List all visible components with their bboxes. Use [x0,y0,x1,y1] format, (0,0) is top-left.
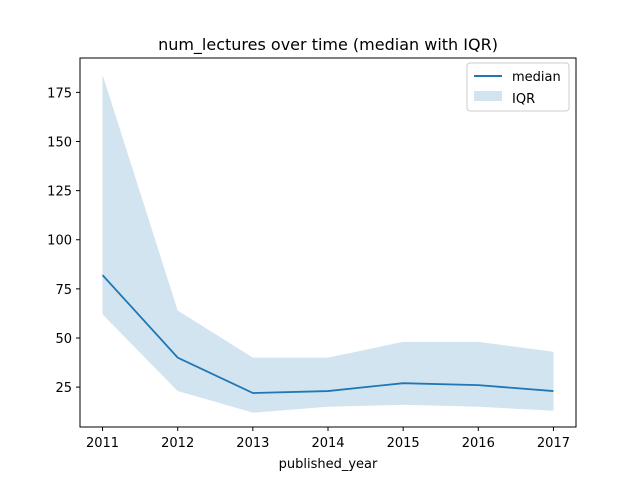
series-line-median [101,274,554,394]
x-axis-label: published_year [279,457,378,472]
legend-median-label: median [512,70,561,85]
x-tick-label-2015: 2015 [387,436,420,451]
y-tick-label-25: 25 [55,381,72,396]
x-tick-label-2013: 2013 [236,436,269,451]
plot-area: 2011 2012 2013 2014 2015 2016 2017 25 50 75 100 125… [47,57,577,451]
legend-iqr-label: IQR [512,92,535,107]
x-tick-label-2012: 2012 [161,436,194,451]
y-tick-label-175: 175 [47,86,72,101]
x-tick-label-2017: 2017 [537,436,570,451]
x-tick-label-2016: 2016 [462,436,495,451]
x-tick-label-2014: 2014 [311,436,344,451]
iqr-band [102,74,554,413]
legend-iqr-swatch [474,91,502,101]
y-tick-label-150: 150 [47,136,72,151]
x-tick-label-2011: 2011 [86,436,119,451]
y-tick-label-100: 100 [47,234,72,249]
y-tick-label-50: 50 [55,332,72,347]
y-tick-label-125: 125 [47,185,72,200]
y-tick-label-75: 75 [55,283,72,298]
legend: median IQR [466,62,570,112]
chart-title: num_lectures over time (median with IQR) [158,35,498,55]
